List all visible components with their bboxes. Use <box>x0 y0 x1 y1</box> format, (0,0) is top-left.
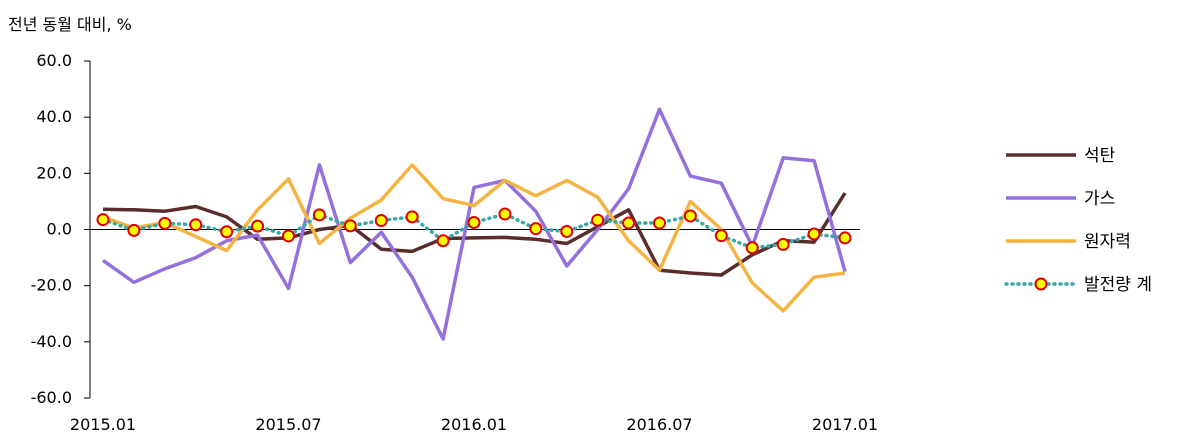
data-point <box>467 215 481 229</box>
legend-label: 발전량 계 <box>1084 275 1152 295</box>
data-point <box>374 214 388 228</box>
y-tick-label: 20.0 <box>36 163 72 182</box>
data-point <box>560 224 574 238</box>
x-tick-label: 2015.07 <box>255 415 321 434</box>
series-line <box>101 107 847 341</box>
data-point <box>498 207 512 221</box>
y-axis-title: 전년 동월 대비, % <box>8 15 132 34</box>
data-point <box>529 222 543 236</box>
legend-item: 원자력 <box>1006 232 1131 252</box>
y-tick-label: 40.0 <box>36 107 72 126</box>
data-point <box>653 216 666 230</box>
data-point <box>745 241 759 255</box>
x-tick-label: 2017.01 <box>812 415 878 434</box>
data-point <box>807 227 821 241</box>
y-tick-label: 0.0 <box>47 220 72 239</box>
axes: 60.0 40.0 20.0 0.0 -20.0 -40.0 -60.0 2015.01 201… <box>31 51 878 434</box>
data-point <box>405 210 419 224</box>
y-tick-label: -20.0 <box>31 276 72 295</box>
data-point <box>591 213 605 227</box>
series-layer <box>96 107 852 341</box>
data-point <box>622 216 636 230</box>
data-point <box>683 209 697 223</box>
data-point <box>343 219 357 233</box>
data-point <box>96 213 110 227</box>
y-tick-label: 60.0 <box>36 51 72 70</box>
legend-item: 석탄 <box>1006 146 1116 166</box>
data-point <box>312 208 326 222</box>
y-tick-label: -60.0 <box>31 388 72 407</box>
series-발전량 계 <box>96 207 852 255</box>
data-point <box>282 229 295 243</box>
legend-item: 가스 <box>1006 189 1115 209</box>
data-point <box>158 216 172 230</box>
data-point <box>220 225 234 239</box>
legend-label: 석탄 <box>1084 146 1116 166</box>
legend-item: 발전량 계 <box>1004 275 1152 295</box>
legend-marker <box>1034 277 1048 291</box>
legend-label: 원자력 <box>1084 232 1131 252</box>
series-석탄 <box>102 192 847 277</box>
x-tick-label: 2016.07 <box>626 415 692 434</box>
data-point <box>714 229 728 243</box>
x-tick-label: 2016.01 <box>441 415 507 434</box>
y-tick-label: -40.0 <box>31 332 72 351</box>
series-line <box>102 192 847 277</box>
data-point <box>838 231 852 245</box>
x-tick-label: 2015.01 <box>70 415 136 434</box>
data-point <box>251 219 265 233</box>
legend-label: 가스 <box>1084 189 1115 209</box>
data-point <box>436 234 450 248</box>
data-point <box>776 237 790 251</box>
data-point <box>189 218 203 232</box>
series-가스 <box>101 107 847 341</box>
data-point <box>127 223 141 237</box>
